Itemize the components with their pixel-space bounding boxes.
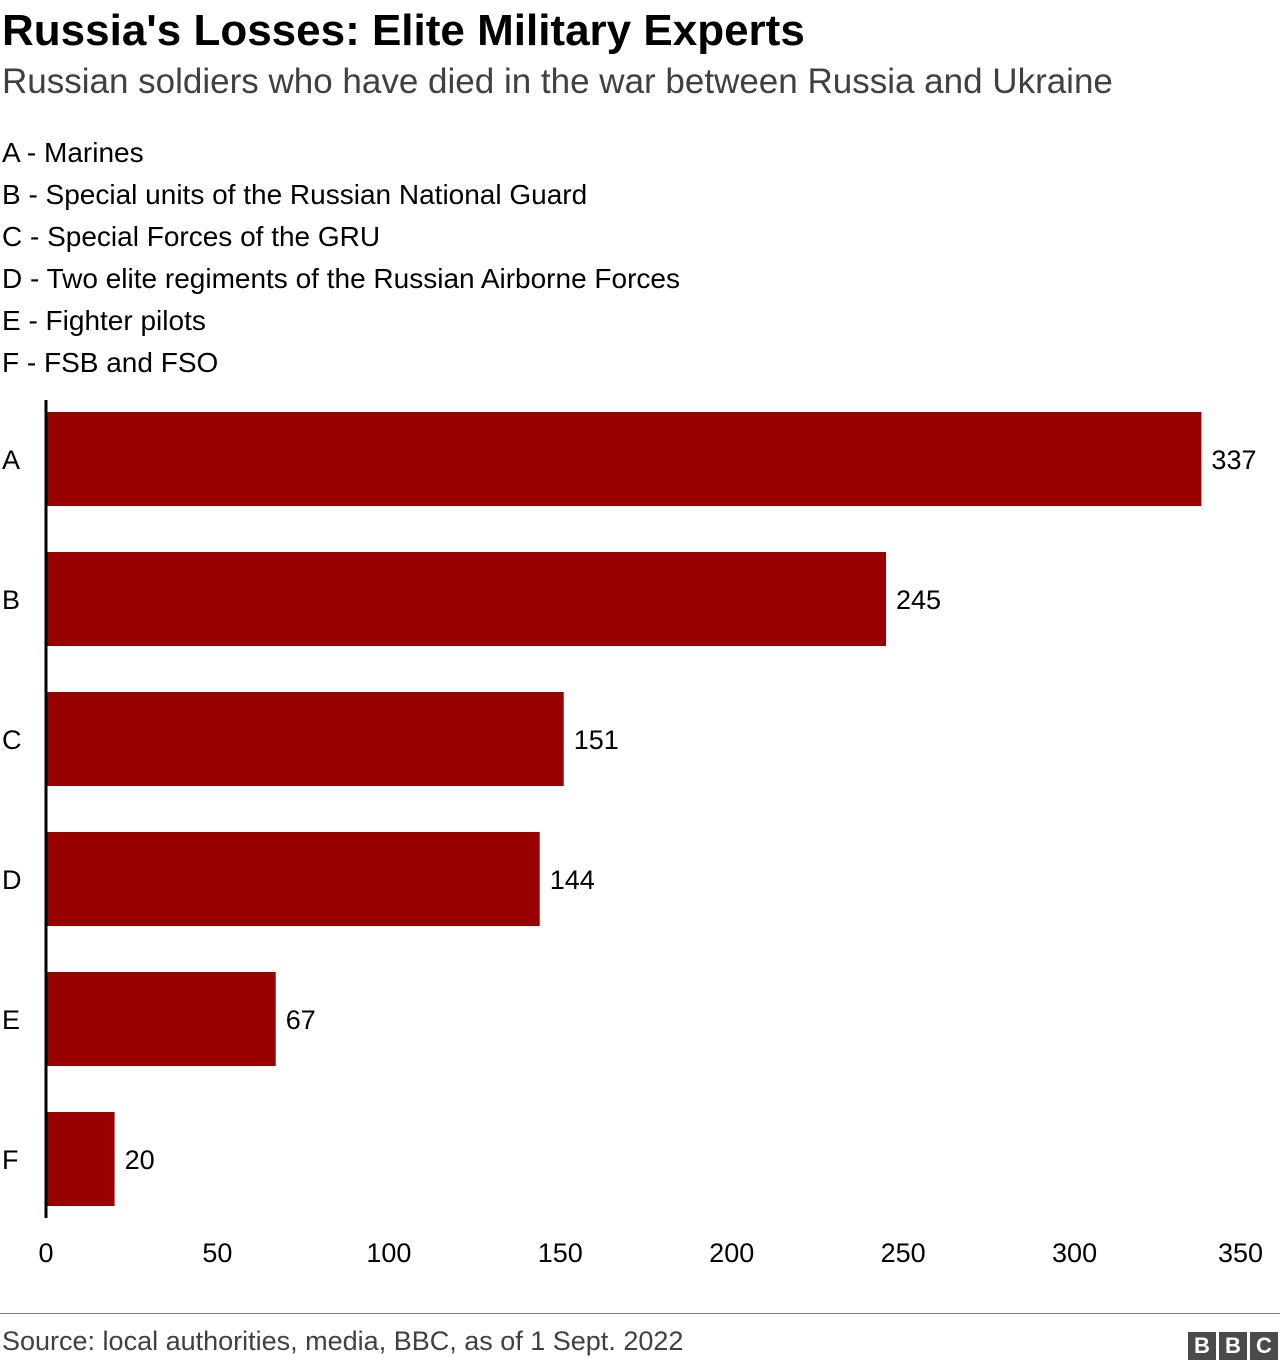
x-tick-label: 200 — [709, 1238, 754, 1268]
x-tick-label: 0 — [38, 1238, 53, 1268]
x-tick-label: 150 — [538, 1238, 583, 1268]
category-label: A — [2, 445, 20, 475]
data-label: 151 — [574, 725, 619, 755]
category-label: C — [2, 725, 22, 755]
data-label: 144 — [550, 865, 595, 895]
bar-b — [46, 552, 886, 646]
x-tick-label: 250 — [881, 1238, 926, 1268]
logo-letter: B — [1219, 1332, 1247, 1360]
x-tick-label: 350 — [1218, 1238, 1263, 1268]
bbc-logo: B B C — [1188, 1332, 1278, 1360]
x-tick-label: 300 — [1052, 1238, 1097, 1268]
data-label: 67 — [286, 1005, 316, 1035]
logo-letter: C — [1250, 1332, 1278, 1360]
key-item-d: D - Two elite regiments of the Russian A… — [2, 263, 681, 294]
bar-a — [46, 412, 1202, 506]
key-item-b: B - Special units of the Russian Nationa… — [2, 179, 588, 210]
bar-f — [46, 1112, 115, 1206]
key-item-e: E - Fighter pilots — [2, 305, 206, 336]
data-label: 245 — [896, 585, 941, 615]
x-tick-label: 100 — [366, 1238, 411, 1268]
category-label: F — [2, 1145, 19, 1175]
logo-letter: B — [1188, 1332, 1216, 1360]
data-label: 20 — [125, 1145, 155, 1175]
key-item-f: F - FSB and FSO — [2, 347, 219, 378]
bar-e — [46, 972, 276, 1066]
category-label: E — [2, 1005, 20, 1035]
chart-subtitle: Russian soldiers who have died in the wa… — [2, 62, 1113, 101]
data-label: 337 — [1211, 445, 1256, 475]
footer-divider — [0, 1313, 1280, 1314]
chart-title: Russia's Losses: Elite Military Experts — [2, 6, 805, 55]
key-item-a: A - Marines — [2, 137, 144, 168]
bar-c — [46, 692, 564, 786]
category-key: A - Marines B - Special units of the Rus… — [2, 132, 680, 384]
bar-d — [46, 832, 540, 926]
category-label: B — [2, 585, 20, 615]
x-tick-label: 50 — [202, 1238, 232, 1268]
key-item-c: C - Special Forces of the GRU — [2, 221, 381, 252]
category-label: D — [2, 865, 22, 895]
source-note: Source: local authorities, media, BBC, a… — [2, 1326, 684, 1356]
